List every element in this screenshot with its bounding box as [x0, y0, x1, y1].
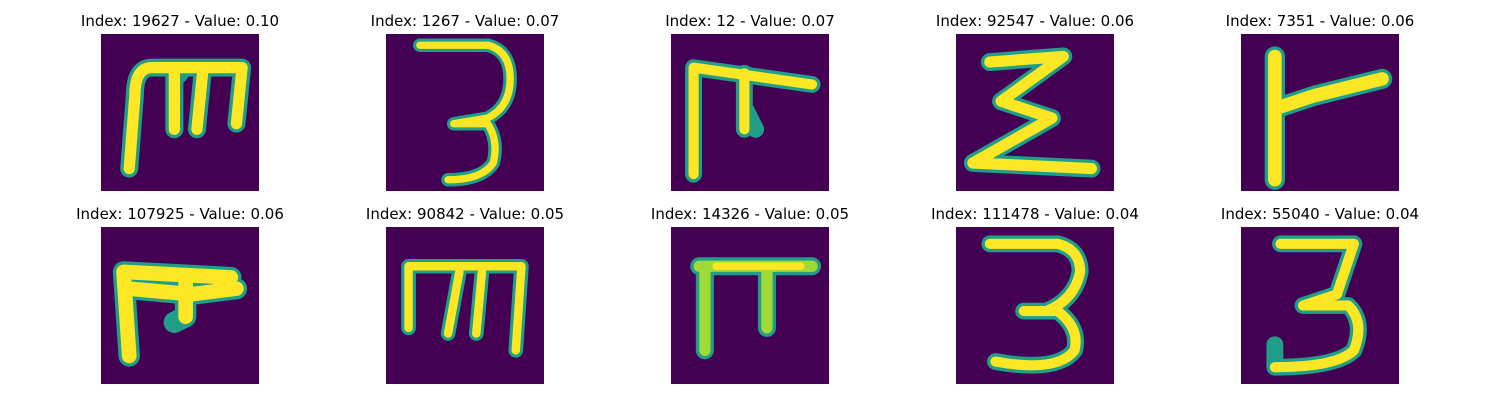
image-title: Index: 19627 - Value: 0.10 — [80, 12, 280, 30]
image-title: Index: 55040 - Value: 0.04 — [1220, 205, 1420, 223]
image-cell: Index: 107925 - Value: 0.06 — [70, 205, 290, 395]
image-cell: Index: 19627 - Value: 0.10 — [70, 12, 290, 202]
digit-image — [1241, 34, 1399, 191]
digit-image — [101, 227, 259, 384]
digit-image — [101, 34, 259, 191]
image-title: Index: 12 - Value: 0.07 — [665, 12, 835, 30]
image-title: Index: 92547 - Value: 0.06 — [935, 12, 1135, 30]
image-cell: Index: 1267 - Value: 0.07 — [355, 12, 575, 202]
digit-image — [956, 227, 1114, 384]
image-cell: Index: 55040 - Value: 0.04 — [1210, 205, 1430, 395]
image-title: Index: 14326 - Value: 0.05 — [650, 205, 850, 223]
digit-image — [956, 34, 1114, 191]
image-cell: Index: 92547 - Value: 0.06 — [925, 12, 1145, 202]
image-cell: Index: 14326 - Value: 0.05 — [640, 205, 860, 395]
digit-image — [671, 34, 829, 191]
image-title: Index: 1267 - Value: 0.07 — [370, 12, 560, 30]
digit-image — [386, 34, 544, 191]
image-cell: Index: 111478 - Value: 0.04 — [925, 205, 1145, 395]
digit-image — [386, 227, 544, 384]
image-title: Index: 111478 - Value: 0.04 — [931, 205, 1139, 223]
image-cell: Index: 12 - Value: 0.07 — [640, 12, 860, 202]
digit-image — [671, 227, 829, 384]
image-cell: Index: 90842 - Value: 0.05 — [355, 205, 575, 395]
digit-image — [1241, 227, 1399, 384]
image-title: Index: 107925 - Value: 0.06 — [76, 205, 284, 223]
image-cell: Index: 7351 - Value: 0.06 — [1210, 12, 1430, 202]
image-title: Index: 7351 - Value: 0.06 — [1225, 12, 1415, 30]
image-title: Index: 90842 - Value: 0.05 — [365, 205, 565, 223]
